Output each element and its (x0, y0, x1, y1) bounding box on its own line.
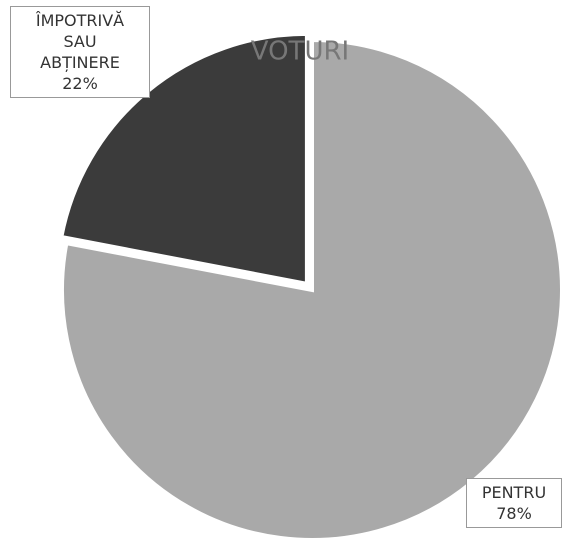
chart-title: VOTURI (251, 37, 349, 67)
category-label: ÎMPOTRIVĂ SAU ABȚINERE (35, 11, 125, 72)
value-label: 22% (62, 74, 98, 93)
slice-label: PENTRU 78% (466, 478, 562, 528)
slice-label: ÎMPOTRIVĂ SAU ABȚINERE 22% (10, 6, 150, 98)
value-label: 78% (496, 504, 532, 523)
category-label: PENTRU (481, 483, 547, 502)
